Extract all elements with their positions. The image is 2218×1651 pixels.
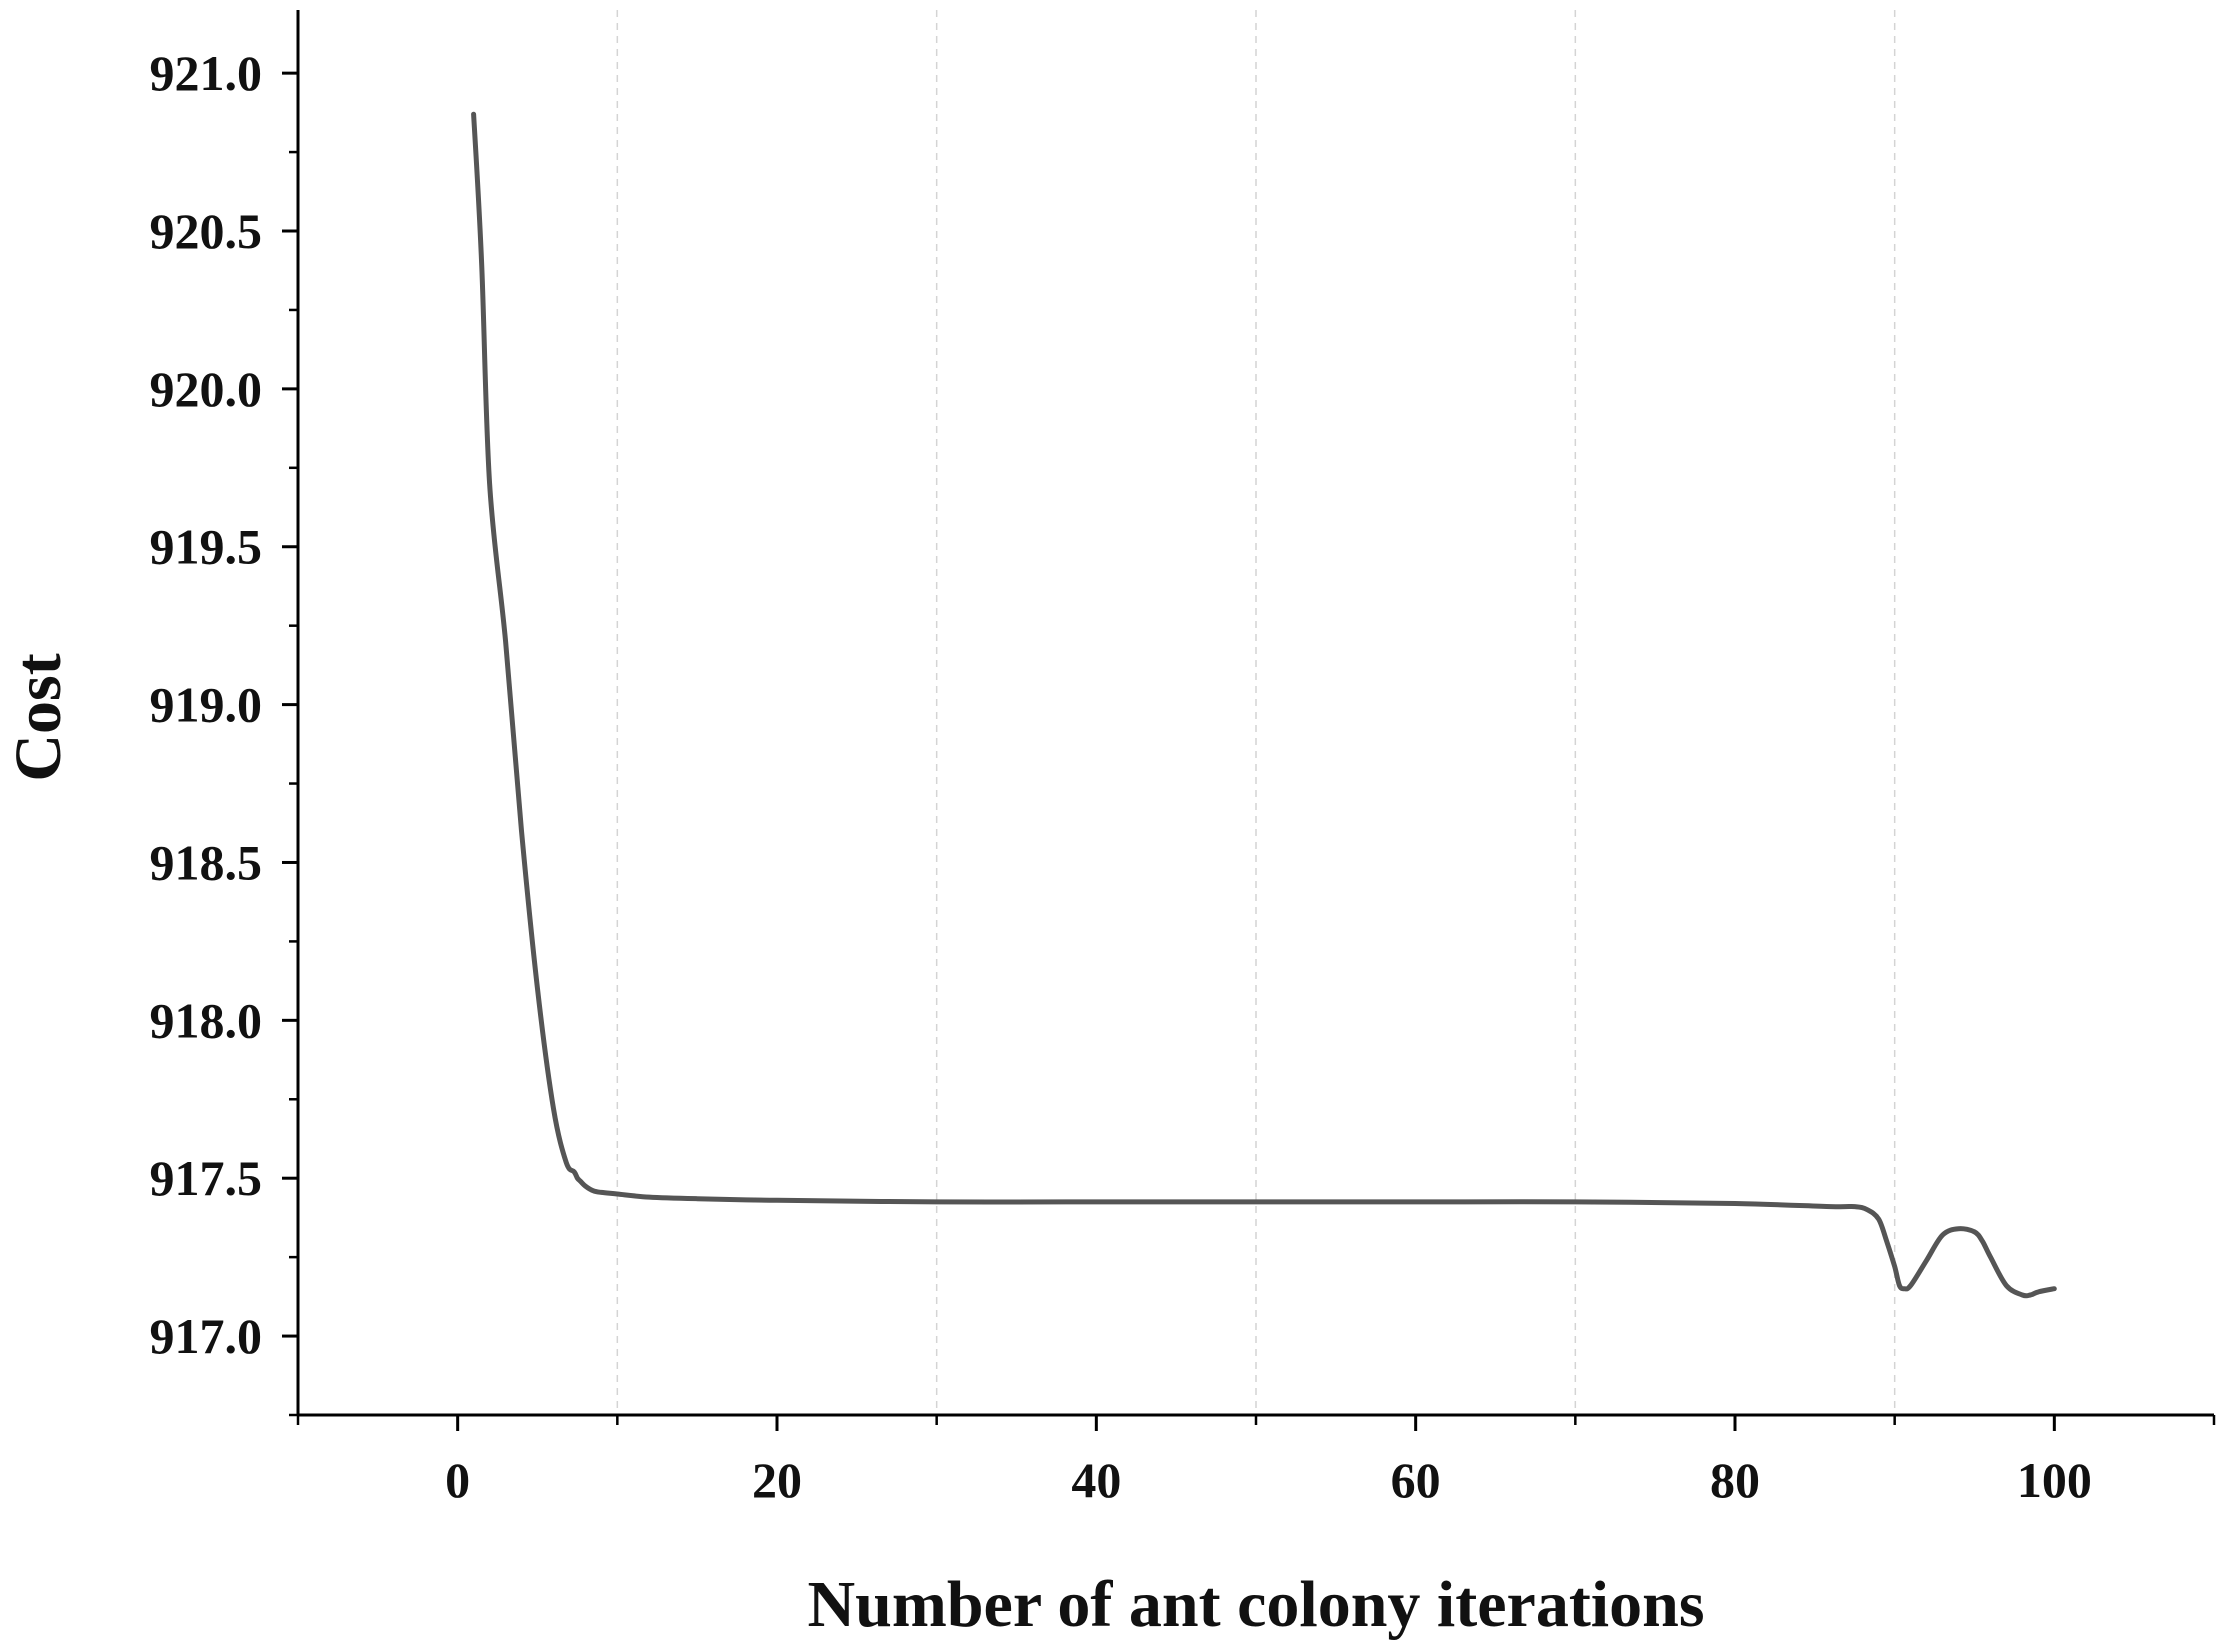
x-axis-title: Number of ant colony iterations	[807, 1568, 1704, 1641]
y-tick-label: 919.5	[150, 519, 263, 575]
y-tick-label: 918.5	[150, 834, 263, 890]
x-tick-label: 40	[1071, 1452, 1121, 1508]
x-tick-label: 20	[752, 1452, 802, 1508]
y-tick-label: 918.0	[150, 992, 263, 1048]
y-tick-label: 921.0	[150, 45, 263, 101]
series-line-0	[471, 111, 2057, 1299]
y-axis-title: Cost	[2, 653, 75, 781]
y-tick-label: 920.5	[150, 203, 263, 259]
ticks: 917.0 917.5 918.0 918.5 919.0 919.5 920.0 920.5…	[150, 45, 2216, 1508]
grid	[616, 10, 1896, 1415]
series	[471, 111, 2057, 1299]
x-tick-label: 80	[1710, 1452, 1760, 1508]
x-tick-label: 0	[445, 1452, 470, 1508]
y-tick-label: 920.0	[150, 361, 263, 417]
y-tick-label: 917.5	[150, 1150, 263, 1206]
y-tick-label: 919.0	[150, 677, 263, 733]
x-tick-label: 60	[1391, 1452, 1441, 1508]
x-tick-label: 100	[2017, 1452, 2092, 1508]
y-tick-label: 917.0	[150, 1308, 263, 1364]
